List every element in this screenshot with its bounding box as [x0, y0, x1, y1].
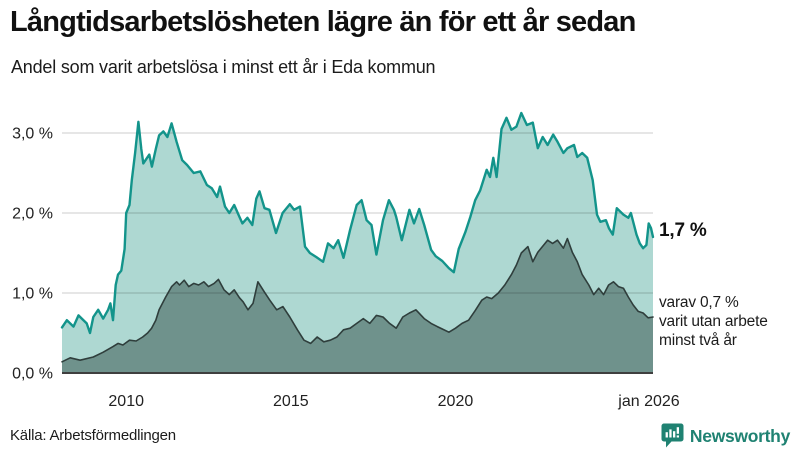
y-axis-tick-label: 1,0 %: [12, 286, 53, 303]
annotation-line: varav 0,7 %: [659, 294, 739, 311]
newsworthy-wordmark: Newsworthy: [689, 425, 790, 446]
y-axis-tick-label: 3,0 %: [12, 126, 53, 143]
chart-subtitle: Andel som varit arbetslösa i minst ett å…: [11, 57, 436, 77]
newsworthy-logo[interactable]: Newsworthy: [661, 423, 790, 449]
x-axis-tick-label: jan 2026: [617, 393, 679, 410]
end-value-label: 1,7 %: [659, 220, 707, 241]
chart-title: Långtidsarbetslösheten lägre än för ett …: [10, 6, 636, 38]
series-area: [62, 238, 653, 373]
secondary-series-annotation: varav 0,7 % varit utan arbete minst två …: [659, 293, 795, 351]
annotation-line: minst två år: [659, 332, 737, 350]
newsworthy-icon: [661, 423, 684, 448]
annotation-line: varit utan arbete: [659, 313, 768, 331]
source-label: Källa: Arbetsförmedlingen: [10, 427, 176, 444]
y-axis-tick-label: 0,0 %: [12, 366, 53, 383]
y-axis-tick-label: 2,0 %: [12, 206, 53, 223]
x-axis-tick-label: 2020: [438, 393, 474, 410]
x-axis-tick-label: 2010: [108, 393, 144, 410]
x-axis-tick-label: 2015: [273, 393, 309, 410]
series-line: [61, 237, 654, 363]
series-line: [60, 111, 655, 335]
